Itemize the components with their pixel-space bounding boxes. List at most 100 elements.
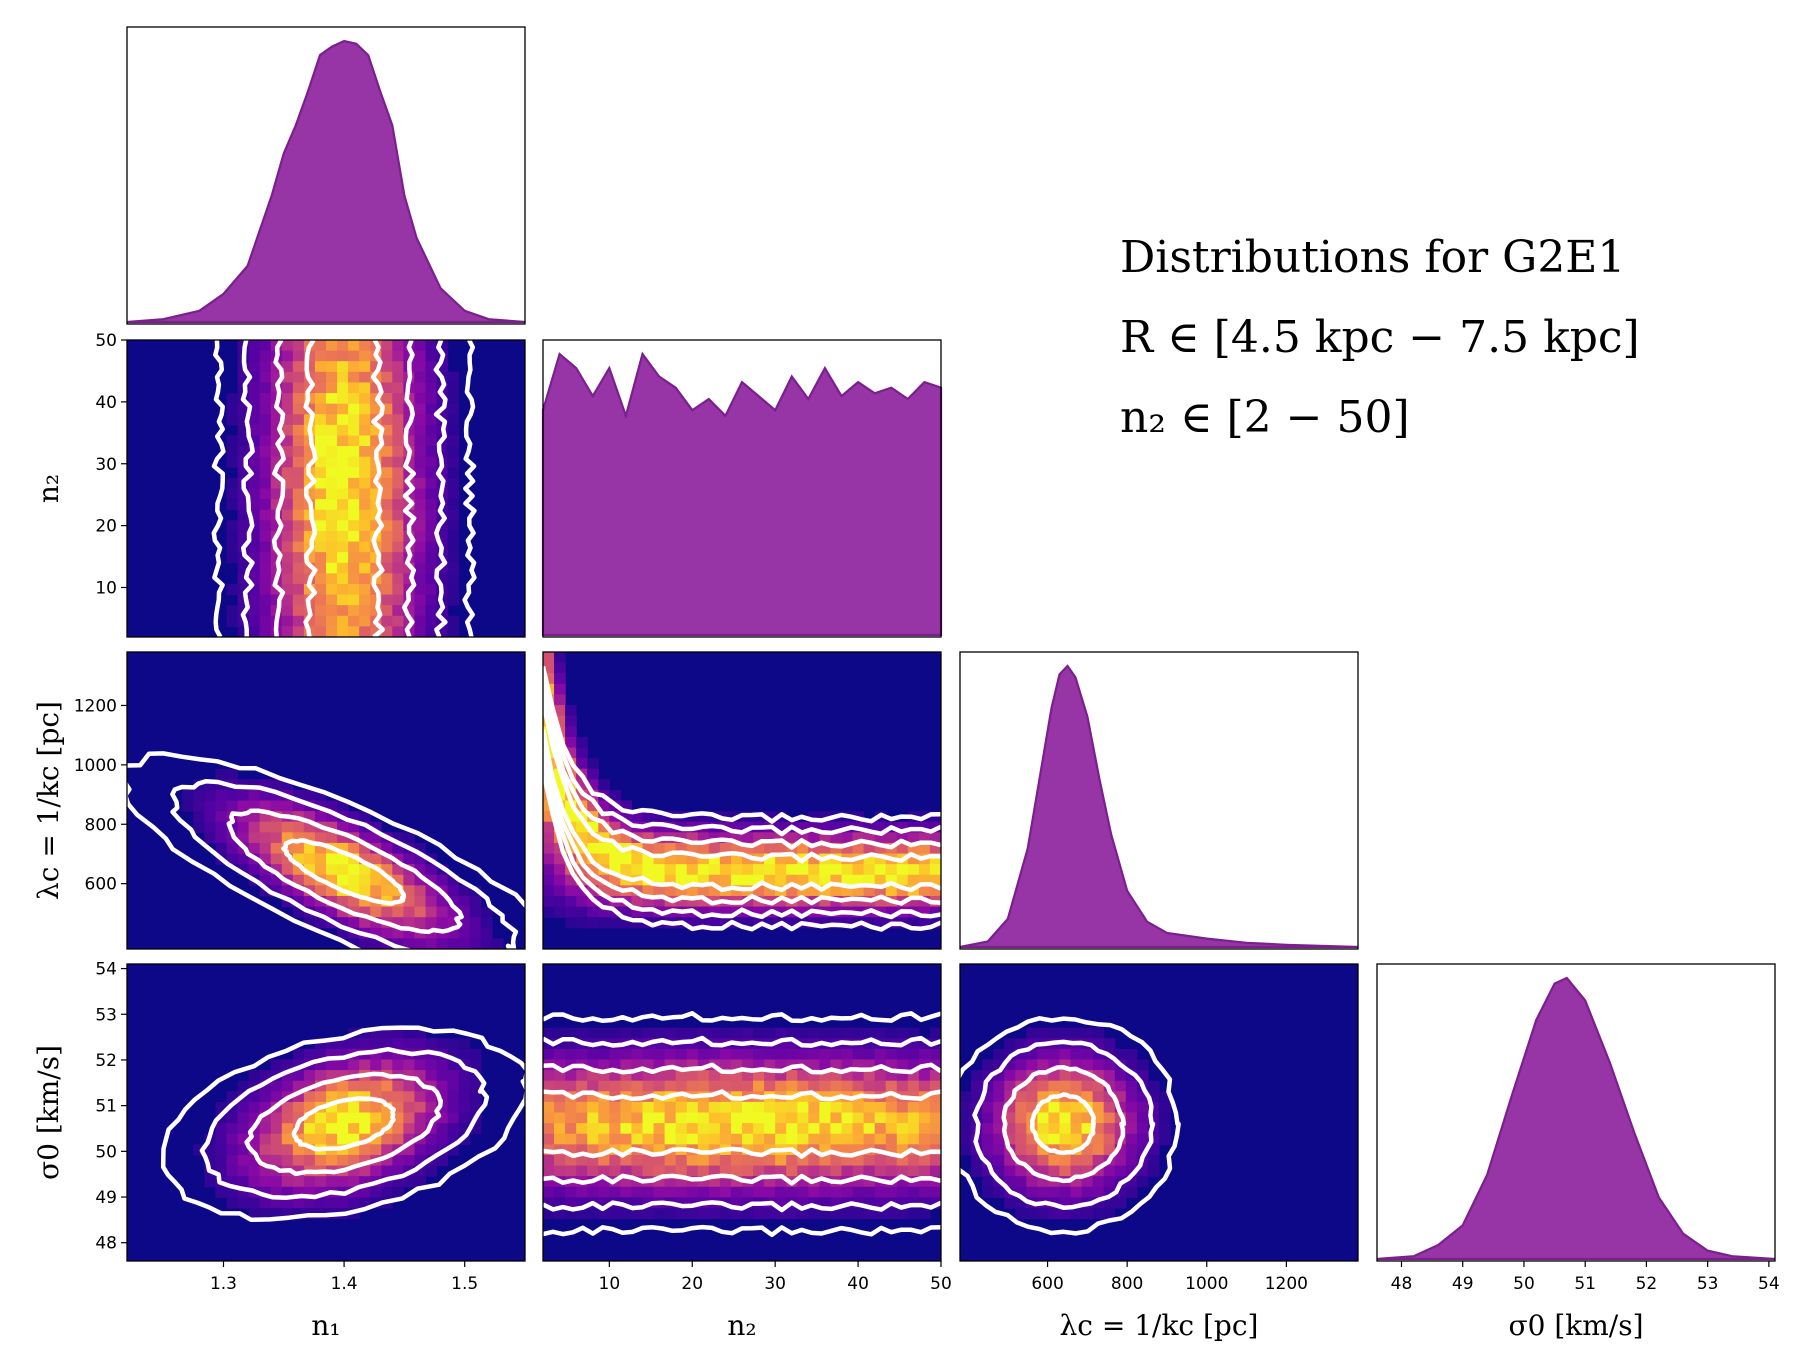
density-cells (960, 1027, 1171, 1220)
contour-line (303, 340, 318, 637)
x-tick-label-lambda_c: 600 (1031, 1274, 1063, 1294)
histogram-area-lambda_c (959, 664, 1359, 949)
x-tick-label-sigma0: 48 (1391, 1274, 1413, 1294)
x-tick-label-sigma0: 49 (1452, 1274, 1474, 1294)
contour-line (199, 1046, 490, 1200)
y-tick-label-lambda_c: 1000 (74, 756, 117, 776)
contour-line (543, 1146, 941, 1159)
y-tick-label-sigma0: 54 (95, 960, 117, 980)
y-tick-label-n2: 30 (95, 455, 117, 475)
joint-panel-n1-sigma0 (126, 963, 526, 1262)
joint-panel-n1-lambda_c (126, 651, 526, 950)
joint-frame (126, 339, 526, 638)
contour-line (543, 1089, 941, 1102)
contour-line (543, 688, 941, 850)
histogram-area-sigma0 (1376, 976, 1776, 1261)
y-tick-label-sigma0: 49 (95, 1188, 117, 1208)
y-tick-label-sigma0: 53 (95, 1005, 117, 1025)
x-tick-label-sigma0: 50 (1513, 1274, 1535, 1294)
joint-panel-lambda_c-sigma0 (959, 963, 1359, 1262)
histogram-lambda_c (959, 651, 1359, 950)
y-tick-label-n2: 10 (95, 579, 117, 599)
contour-line (960, 1016, 1181, 1236)
joint-panel-n1-n2 (126, 339, 526, 638)
x-axis-label-n2: n₂ (727, 1309, 756, 1342)
y-tick-label-lambda_c: 600 (85, 875, 117, 895)
contour-line (543, 1011, 941, 1024)
x-tick-label-lambda_c: 1200 (1265, 1274, 1308, 1294)
contour-line (543, 770, 941, 932)
ticks: 1.3 1.4 1.5 10 20 30 40 50 600 800 1000 1200 48 49 50 5… (74, 331, 1780, 1294)
contours (160, 1025, 525, 1223)
x-tick-label-lambda_c: 800 (1111, 1274, 1143, 1294)
histogram-frame-n2 (542, 339, 942, 638)
y-tick-label-lambda_c: 1200 (74, 696, 117, 716)
joint-frame (959, 963, 1359, 1262)
x-tick-label-n2: 10 (599, 1274, 621, 1294)
density-cells (543, 1027, 941, 1220)
x-tick-label-sigma0: 51 (1574, 1274, 1596, 1294)
contour-line (226, 808, 464, 935)
joint-panel-n2-sigma0 (542, 963, 942, 1262)
contour-line (543, 728, 941, 893)
joint-frame (126, 651, 526, 950)
x-tick-label-n2: 30 (764, 1274, 786, 1294)
x-tick-label-sigma0: 54 (1758, 1274, 1780, 1294)
histogram-frame-sigma0 (1376, 963, 1776, 1262)
y-tick-label-sigma0: 51 (95, 1097, 117, 1117)
contour-line (543, 1224, 941, 1238)
density-cells (226, 340, 460, 637)
y-tick-label-sigma0: 50 (95, 1142, 117, 1162)
x-axis-label-n1: n₁ (311, 1309, 340, 1342)
x-tick-label-sigma0: 52 (1636, 1274, 1658, 1294)
contour-line (543, 758, 941, 920)
contours (960, 1016, 1181, 1236)
contour-line (972, 1039, 1156, 1210)
contour-line (244, 1071, 444, 1177)
x-tick-label-lambda_c: 1000 (1185, 1274, 1228, 1294)
contour-line (281, 838, 407, 906)
histogram-n1 (126, 26, 526, 325)
contour-line (433, 340, 448, 637)
contour-line (1001, 1065, 1127, 1184)
contour-line (370, 340, 385, 637)
contours (543, 1011, 941, 1238)
contour-line (543, 665, 941, 824)
contour-line (543, 1173, 941, 1186)
x-tick-label-sigma0: 53 (1697, 1274, 1719, 1294)
annotation-title: Distributions for G2E1 (1120, 232, 1625, 283)
histogram-area-n1 (126, 39, 526, 324)
contour-line (271, 340, 286, 637)
contours (211, 340, 477, 637)
contour-line (543, 1062, 941, 1075)
histogram-frame-lambda_c (959, 651, 1359, 950)
x-axis-label-lambda_c: λc = 1/kc [pc] (1060, 1309, 1259, 1342)
contour-line (462, 340, 477, 637)
y-axis-label-sigma0: σ0 [km/s] (32, 1045, 65, 1180)
contour-line (543, 1035, 941, 1048)
histogram-frame-n1 (126, 26, 526, 325)
x-tick-label-n2: 50 (930, 1274, 952, 1294)
contour-line (160, 1025, 525, 1223)
axis-labels: n₁ n₂ λc = 1/kc [pc] σ0 [km/s] n₂ λc = 1/kc [… (32, 474, 1644, 1342)
contour-line (543, 1200, 941, 1213)
contour-line (127, 751, 525, 949)
contour-line (1029, 1092, 1097, 1156)
contours (127, 751, 525, 949)
joint-panel-n2-lambda_c (542, 651, 942, 950)
annotation-n2-range: n₂ ∈ [2 − 50] (1120, 392, 1410, 443)
y-tick-label-lambda_c: 800 (85, 815, 117, 835)
histogram-area-n2 (541, 351, 943, 637)
y-axis-label-lambda_c: λc = 1/kc [pc] (32, 701, 65, 900)
joint-frame (542, 963, 942, 1262)
y-axis-label-n2: n₂ (32, 474, 65, 503)
x-tick-label-n2: 40 (847, 1274, 869, 1294)
y-tick-label-n2: 40 (95, 393, 117, 413)
joint-frame (542, 651, 942, 950)
contour-line (170, 779, 519, 949)
x-tick-label-n1: 1.4 (331, 1274, 358, 1294)
x-tick-label-n2: 20 (681, 1274, 703, 1294)
x-tick-label-n1: 1.5 (451, 1274, 478, 1294)
y-tick-label-sigma0: 52 (95, 1051, 117, 1071)
